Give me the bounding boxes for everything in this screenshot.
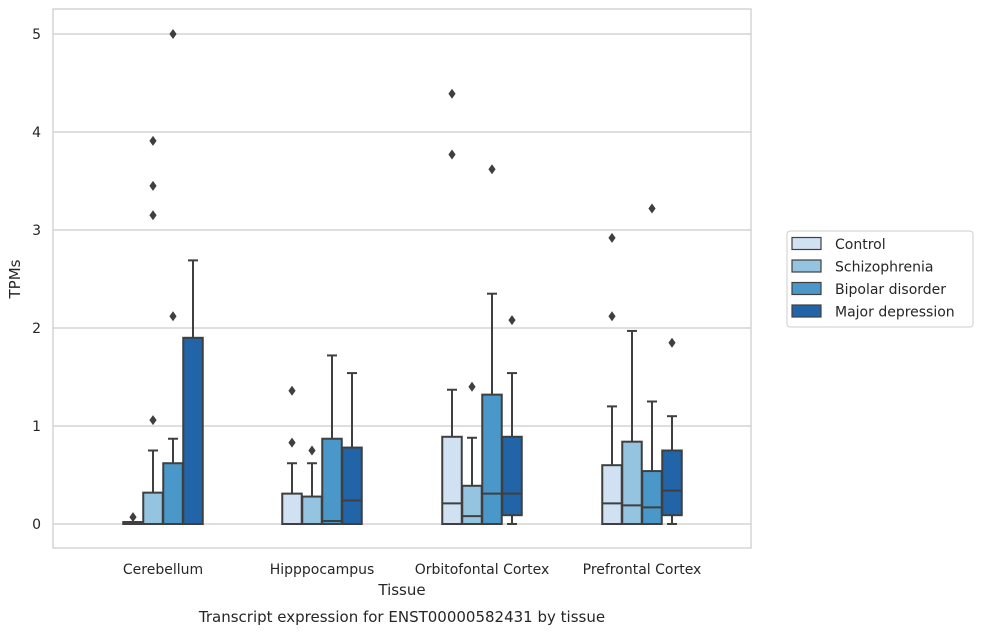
- legend-swatch: [791, 304, 822, 318]
- outlier-point: [448, 149, 456, 160]
- outlier-point: [169, 311, 177, 322]
- y-tick-labels: 0 1 2 3 4 5: [32, 27, 41, 533]
- box-group: [281, 354, 363, 525]
- box-iqr: [341, 446, 363, 525]
- outlier-point: [508, 315, 516, 326]
- plot-area-frame: [52, 8, 752, 549]
- x-tick-label: Prefrontal Cortex: [583, 562, 702, 578]
- box-iqr: [142, 491, 164, 526]
- legend-swatch: [791, 236, 822, 251]
- x-tick-labels: Cerebellum Hipppocampus Orbitofontal Corte…: [123, 562, 701, 578]
- y-tick-label: 3: [32, 223, 41, 239]
- box-group: [441, 88, 523, 526]
- box-iqr: [162, 462, 184, 525]
- outlier-point: [149, 180, 157, 191]
- y-tick-label: 1: [32, 419, 41, 435]
- box-iqr: [501, 435, 523, 517]
- x-tick-label: Cerebellum: [123, 562, 203, 578]
- legend: Control Schizophrenia Bipolar disorder Majo…: [786, 230, 974, 328]
- box-iqr: [321, 437, 343, 525]
- x-tick-label: Hipppocampus: [270, 562, 375, 578]
- x-tick-label: Orbitofontal Cortex: [415, 562, 550, 578]
- x-axis-label: Tissue: [377, 581, 425, 599]
- outlier-point: [149, 210, 157, 221]
- y-tick-label: 5: [32, 27, 41, 43]
- box-iqr: [641, 470, 663, 525]
- outlier-point: [468, 381, 476, 392]
- box-iqr: [621, 440, 643, 525]
- legend-label: Control: [835, 237, 886, 253]
- box-iqr: [182, 336, 204, 525]
- y-tick-label: 0: [32, 517, 41, 533]
- box-iqr: [461, 484, 483, 525]
- box-iqr: [601, 464, 623, 526]
- outlier-point: [169, 29, 177, 39]
- y-tick-label: 4: [32, 125, 41, 141]
- outlier-point: [488, 164, 496, 175]
- legend-label: Schizophrenia: [835, 260, 933, 276]
- outlier-point: [288, 437, 296, 448]
- outlier-point: [149, 415, 157, 426]
- y-axis-label: TPMs: [6, 259, 24, 299]
- figure-caption: Transcript expression for ENST0000058243…: [198, 608, 605, 626]
- box-iqr: [481, 393, 503, 526]
- outlier-point: [149, 135, 157, 146]
- outlier-point: [448, 88, 456, 99]
- y-tick-label: 2: [32, 321, 41, 337]
- box-group: [601, 203, 683, 526]
- legend-label: Major depression: [835, 305, 955, 321]
- outlier-point: [288, 385, 296, 396]
- box-iqr: [441, 435, 463, 525]
- outlier-point: [608, 232, 616, 243]
- outlier-point: [608, 311, 616, 322]
- legend-frame: [786, 230, 974, 328]
- outlier-point: [668, 337, 676, 348]
- box-iqr: [281, 492, 303, 525]
- box-iqr: [301, 495, 323, 525]
- legend-swatch: [791, 259, 822, 273]
- legend-label: Bipolar disorder: [835, 282, 946, 298]
- box-group: [122, 29, 204, 526]
- outlier-point: [129, 512, 137, 523]
- outlier-point: [308, 445, 316, 456]
- box-groups: [122, 29, 683, 526]
- legend-swatch: [791, 281, 822, 296]
- box-iqr: [661, 449, 683, 517]
- outlier-point: [648, 203, 656, 214]
